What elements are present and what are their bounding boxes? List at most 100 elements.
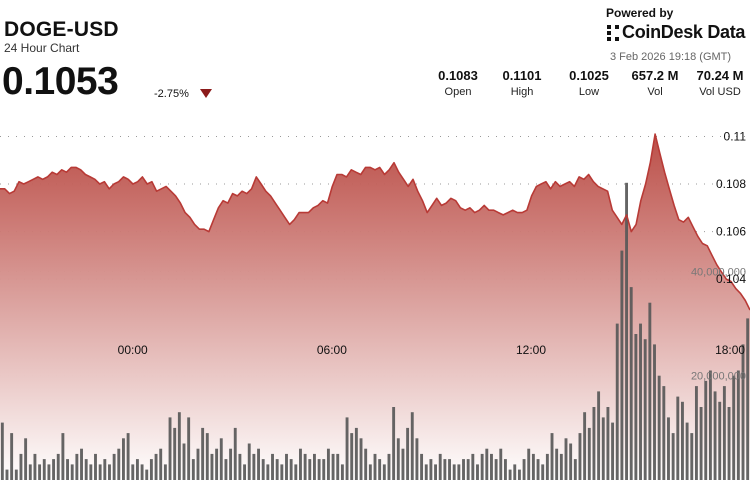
volume-bar: [33, 453, 37, 480]
time-tick-label: 12:00: [516, 343, 546, 357]
volume-bar: [70, 464, 74, 480]
time-tick-label: 18:00: [715, 343, 745, 357]
volume-bar: [340, 464, 344, 480]
volume-bar: [131, 464, 135, 480]
price-change: -2.75%: [154, 88, 189, 100]
volume-bar: [112, 453, 116, 480]
volume-bar: [713, 391, 717, 480]
stat-open-label: Open: [444, 86, 472, 98]
price-line: [0, 133, 750, 311]
volume-bar: [238, 453, 242, 480]
brand-name: CoinDesk Data: [622, 22, 746, 42]
volume-bar: [336, 453, 340, 480]
volume-bar: [406, 427, 410, 480]
stat-volume-usd-value: 70.24 M: [696, 68, 744, 83]
volume-bar: [685, 422, 689, 480]
volume-bar: [601, 417, 605, 480]
volume-bar: [448, 459, 451, 480]
time-axis-labels: 00:00 06:00 12:00 18:00: [118, 343, 746, 357]
volume-bar: [75, 453, 79, 480]
volume-bar: [480, 453, 484, 480]
volume-bar: [215, 448, 219, 480]
volume-bar: [466, 459, 470, 480]
volume-bar: [201, 427, 205, 480]
volume-bar: [108, 464, 111, 480]
volume-bar: [317, 459, 321, 480]
volume-bar: [671, 433, 675, 480]
volume-bar: [583, 412, 587, 480]
volume-bar: [56, 453, 60, 480]
current-price: 0.1053: [2, 60, 119, 103]
volume-bar: [168, 417, 172, 480]
volume-bar: [517, 469, 521, 480]
volume-bar: [382, 464, 386, 480]
volume-bar: [173, 427, 177, 480]
volume-bar: [145, 469, 149, 480]
volume-tick-label: 40,000,000: [691, 266, 746, 278]
volume-bar: [490, 453, 493, 480]
volume-bar: [5, 469, 9, 480]
stat-open: 0.1083 Open: [432, 68, 484, 98]
volume-bar: [19, 453, 23, 480]
volume-bar: [154, 453, 158, 480]
volume-bar: [573, 459, 577, 480]
volume-bar: [322, 459, 326, 480]
down-arrow-icon: [200, 89, 212, 98]
volume-bar: [681, 401, 684, 480]
volume-bar: [662, 386, 666, 480]
volume-bar: [736, 370, 740, 480]
stat-low-label: Low: [578, 86, 600, 98]
volume-bar: [182, 443, 186, 480]
volume-bar: [415, 438, 419, 480]
volume-bar: [261, 459, 265, 480]
volume-bar: [522, 459, 526, 480]
price-tick-label: 0.104: [716, 272, 746, 286]
time-tick-label: 00:00: [118, 343, 148, 357]
volume-bar: [629, 287, 633, 480]
volume-bar: [657, 375, 661, 480]
volume-bars: [0, 182, 750, 480]
volume-bar: [326, 448, 330, 480]
volume-bar: [219, 438, 223, 480]
volume-bar: [98, 464, 102, 480]
volume-bar: [387, 453, 391, 480]
volume-bar: [331, 453, 335, 480]
stat-low: 0.1025 Low: [563, 68, 615, 98]
volume-bar: [722, 386, 726, 480]
volume-bar: [611, 422, 615, 480]
volume-bar: [648, 302, 652, 480]
price-tick-label: 0.106: [716, 225, 746, 239]
volume-axis-labels: 40,000,000 20,000,000: [691, 266, 746, 382]
volume-bar: [471, 453, 475, 480]
volume-bar: [280, 464, 284, 480]
volume-bar: [205, 433, 209, 480]
volume-bar: [559, 453, 563, 480]
pair-title: DOGE-USD: [4, 18, 119, 41]
volume-bar: [271, 453, 274, 480]
volume-bar: [531, 453, 535, 480]
volume-bar: [569, 443, 573, 480]
volume-bar: [741, 344, 745, 480]
volume-bar: [196, 448, 200, 480]
volume-bar: [266, 464, 270, 480]
volume-bar: [639, 323, 642, 480]
volume-bar: [718, 401, 722, 480]
volume-bar: [47, 464, 51, 480]
volume-bar: [462, 459, 465, 480]
volume-bar: [541, 464, 545, 480]
chart-subtitle: 24 Hour Chart: [4, 41, 80, 55]
coindesk-logo-icon: [607, 25, 619, 41]
stat-volume-label: Vol: [647, 86, 663, 98]
volume-bar: [485, 448, 489, 480]
volume-bar: [378, 459, 382, 480]
volume-bar: [38, 464, 42, 480]
volume-bar: [135, 459, 139, 480]
volume-bar: [354, 427, 358, 480]
volume-bar: [420, 453, 424, 480]
time-tick-label: 06:00: [317, 343, 347, 357]
volume-bar: [94, 453, 97, 480]
volume-bar: [643, 339, 647, 480]
stat-open-value: 0.1083: [438, 68, 478, 83]
volume-bar: [667, 417, 670, 480]
volume-bar: [503, 459, 507, 480]
